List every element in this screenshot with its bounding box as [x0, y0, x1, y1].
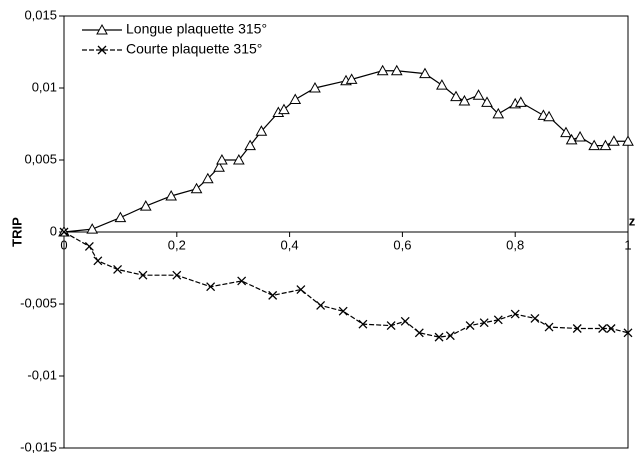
legend-label: Longue plaquette 315°	[126, 21, 267, 37]
marker	[213, 161, 225, 172]
y-tick-label: 0,005	[24, 151, 57, 166]
x-tick-label: 1	[624, 237, 631, 252]
marker	[358, 319, 368, 329]
marker	[436, 79, 448, 90]
marker	[510, 309, 520, 319]
marker	[599, 139, 612, 151]
marker	[414, 328, 424, 338]
marker	[237, 276, 247, 286]
marker	[606, 324, 616, 333]
marker	[316, 300, 326, 310]
marker	[608, 135, 620, 146]
y-tick-label: -0,005	[20, 295, 57, 310]
y-tick-label: -0,01	[27, 367, 57, 382]
marker	[479, 318, 489, 328]
marker	[338, 306, 348, 316]
marker	[386, 321, 396, 331]
marker	[445, 331, 455, 341]
marker	[59, 227, 69, 237]
y-tick-label: 0	[50, 223, 57, 238]
y-tick-label: 0,015	[24, 7, 57, 22]
marker	[481, 96, 493, 107]
marker	[86, 223, 99, 234]
marker	[492, 107, 505, 119]
marker	[598, 324, 608, 333]
marker	[560, 126, 572, 138]
marker	[190, 182, 203, 194]
marker	[400, 316, 410, 326]
legend: Longue plaquette 315° Courte plaquette 31…	[82, 21, 267, 57]
series	[59, 227, 633, 342]
marker	[113, 264, 123, 274]
marker	[622, 135, 634, 146]
legend-marker	[97, 45, 107, 55]
x-axis-label: z	[629, 213, 636, 228]
marker	[139, 200, 152, 211]
marker	[572, 324, 582, 333]
marker	[114, 211, 127, 223]
marker	[165, 189, 178, 201]
marker	[574, 130, 586, 142]
marker	[472, 89, 485, 100]
marker	[206, 282, 216, 292]
marker	[465, 321, 475, 331]
marker	[544, 322, 554, 332]
marker	[278, 103, 290, 115]
y-axis-label: TRIP	[9, 217, 24, 247]
marker	[530, 313, 540, 323]
y-tick-label: -0,015	[20, 439, 57, 453]
series	[58, 64, 634, 237]
marker	[255, 125, 268, 136]
marker	[588, 139, 601, 151]
marker	[434, 332, 444, 342]
marker	[419, 67, 431, 79]
x-tick-label: 0,4	[281, 237, 299, 252]
marker	[458, 94, 471, 106]
x-tick-label: 0,6	[393, 237, 411, 252]
marker	[623, 328, 633, 338]
marker	[93, 256, 103, 266]
y-tick-label: 0,01	[32, 79, 57, 94]
series-line	[63, 231, 629, 338]
x-tick-label: 0	[60, 237, 67, 252]
legend-label: Courte plaquette 315°	[126, 41, 262, 57]
marker	[296, 285, 306, 295]
marker	[289, 93, 302, 105]
legend-marker	[96, 23, 108, 35]
marker	[201, 172, 214, 184]
marker	[268, 290, 278, 300]
x-tick-label: 0,8	[506, 237, 524, 252]
marker	[376, 64, 389, 76]
marker	[232, 153, 245, 165]
marker	[390, 64, 403, 76]
marker	[543, 110, 555, 122]
marker	[244, 139, 256, 151]
marker	[172, 270, 182, 280]
marker	[138, 270, 148, 280]
marker	[514, 96, 527, 107]
marker	[345, 73, 358, 84]
marker	[493, 315, 503, 325]
marker	[450, 90, 462, 102]
marker	[309, 81, 321, 93]
x-tick-label: 0,2	[168, 237, 186, 252]
marker	[565, 133, 578, 145]
marker	[84, 241, 94, 251]
marker	[216, 153, 228, 165]
